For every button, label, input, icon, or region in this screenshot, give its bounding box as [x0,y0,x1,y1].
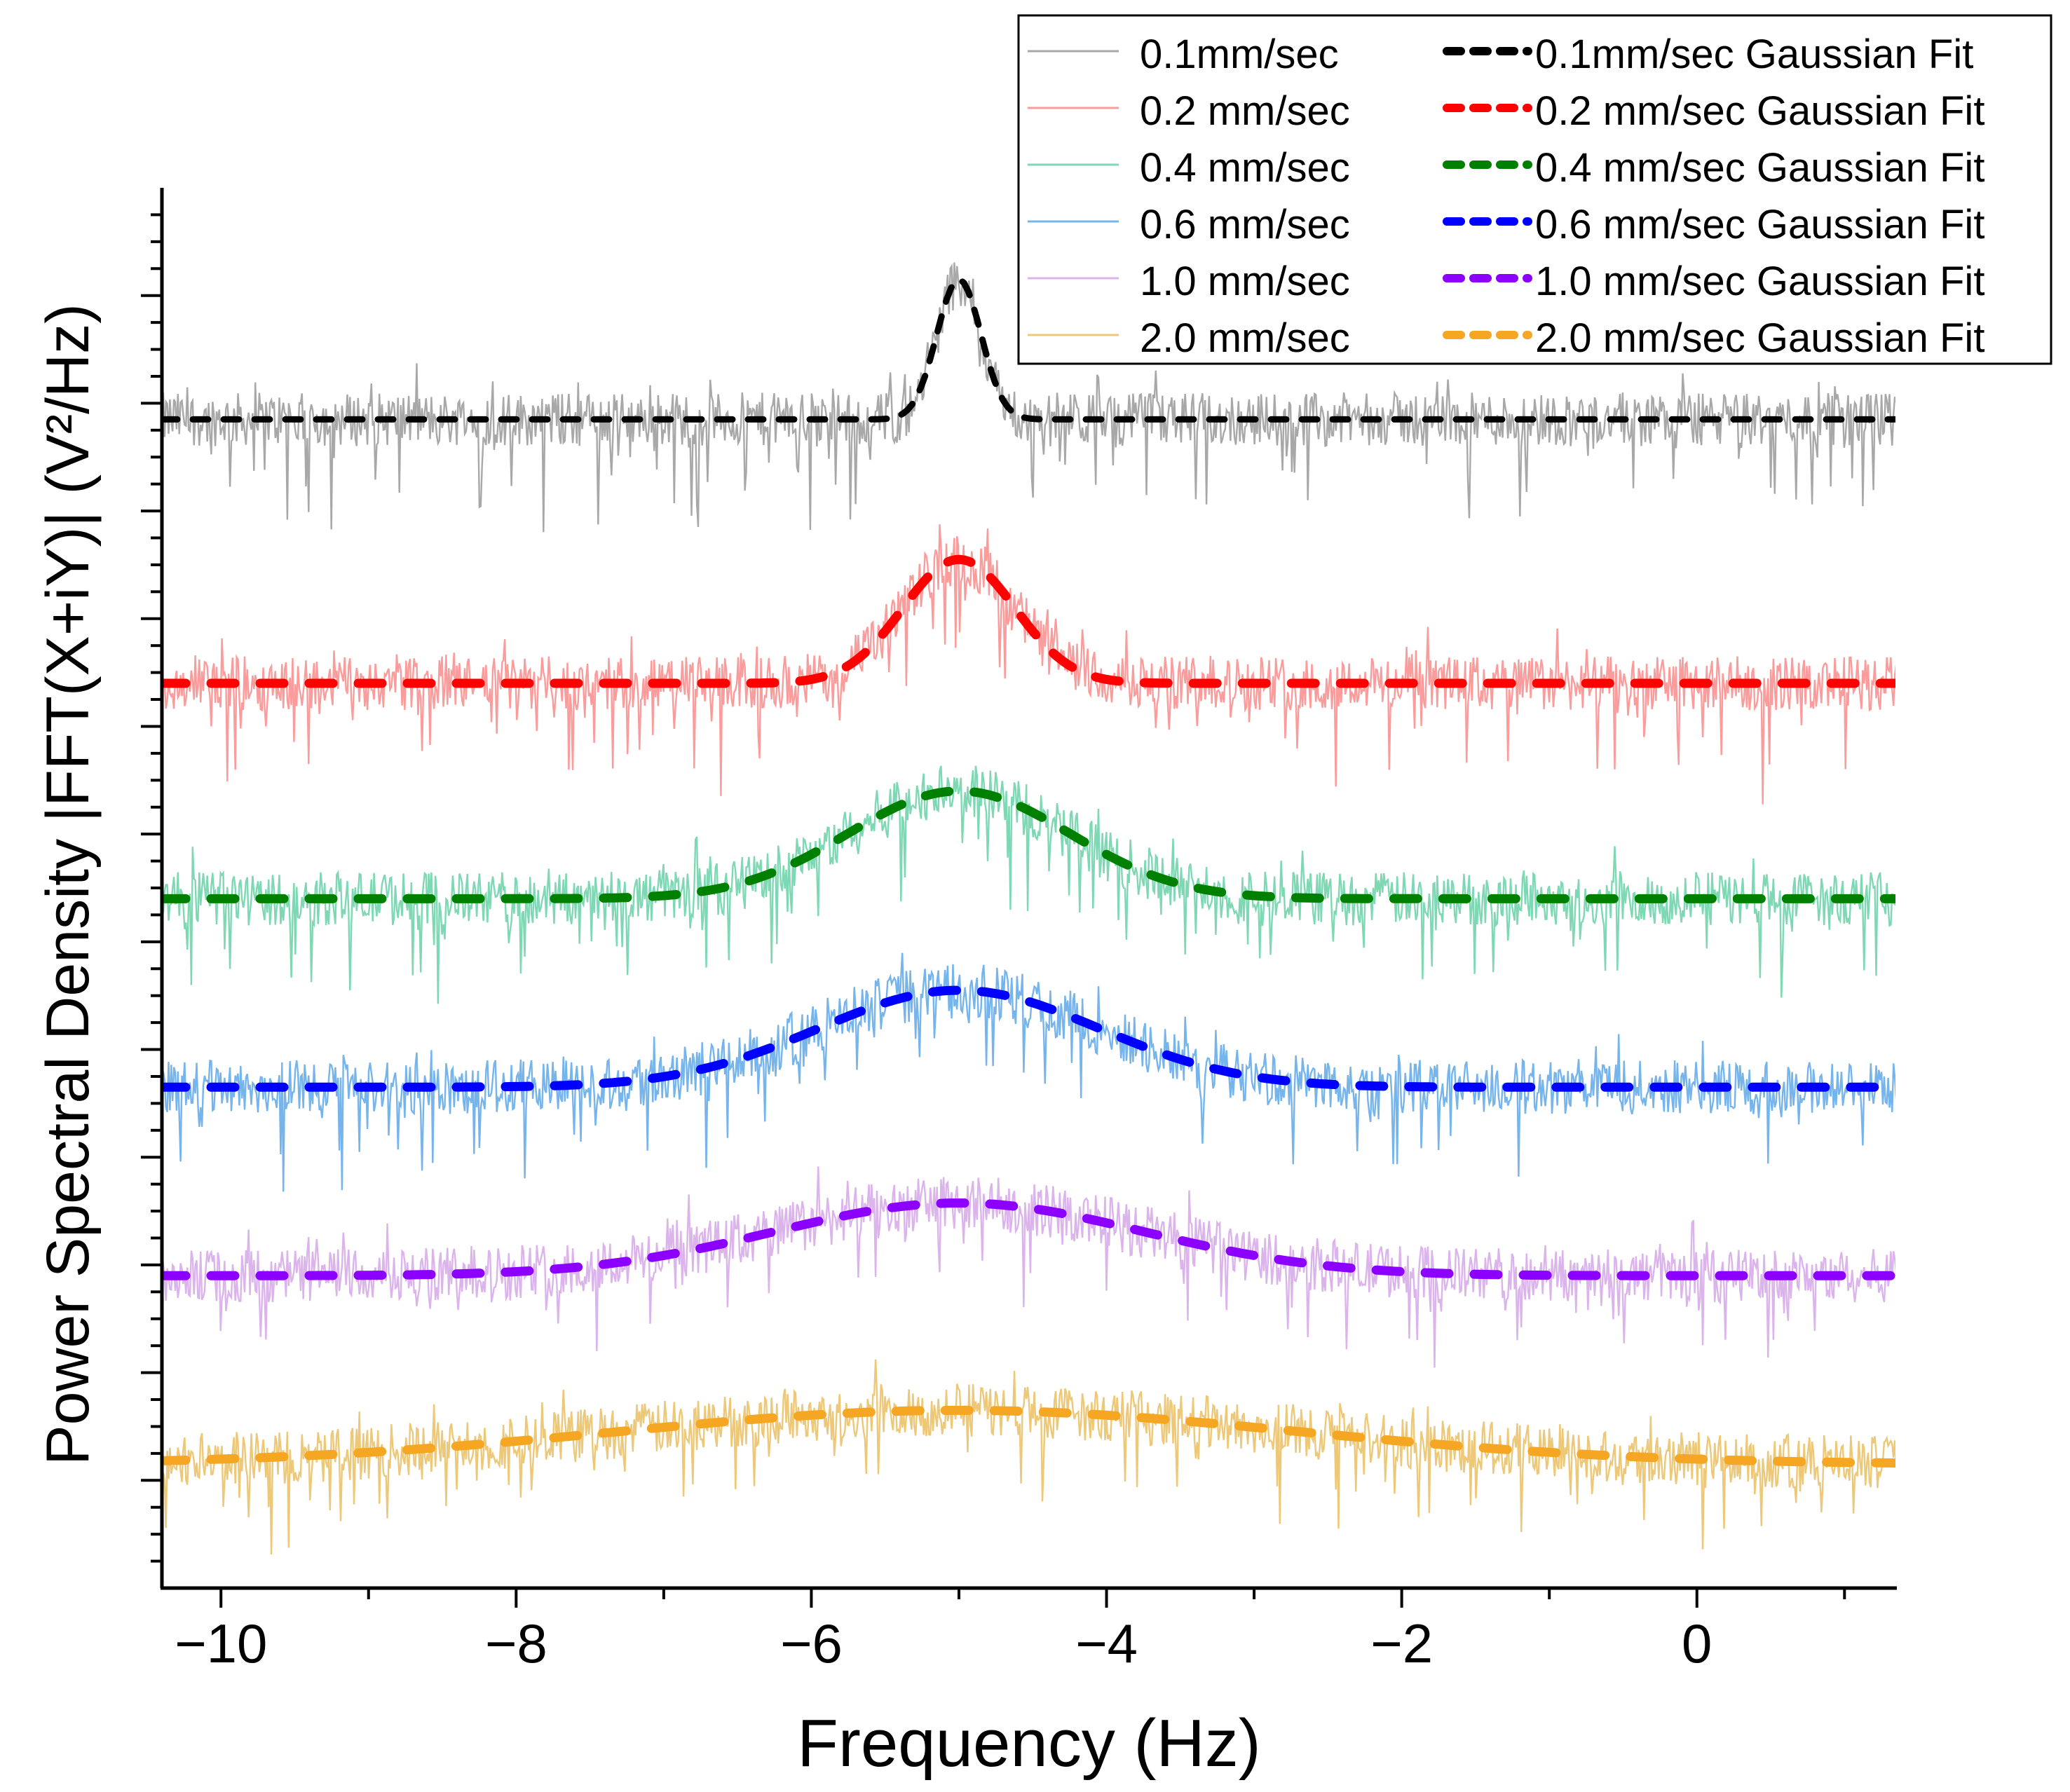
raw-trace-0.4 [162,766,1896,1004]
legend-raw-label: 0.1mm/sec [1140,32,1339,77]
y-axis-title: Power Spectral Density |FFT(X+iY)| (V²/H… [34,303,102,1465]
legend-raw-label: 1.0 mm/sec [1140,259,1350,304]
legend: 0.1mm/sec 0.1mm/sec Gaussian Fit 0.2 mm/se… [1019,15,2051,364]
x-axis-title: Frequency (Hz) [797,1706,1261,1781]
y-ticks [141,214,162,1561]
x-tick-label: −6 [780,1613,843,1674]
gaussian-fit-0.2 [162,559,1896,683]
chart: −10 −8 −6 −4 −2 0 Frequency (Hz) Power Spectr… [0,0,2070,1792]
x-tick-label: −4 [1075,1613,1138,1674]
legend-raw-label: 0.6 mm/sec [1140,202,1350,247]
gaussian-fit-0.6 [162,990,1896,1087]
legend-raw-label: 2.0 mm/sec [1140,315,1350,361]
x-tick-label: −8 [485,1613,547,1674]
raw-traces [162,263,1896,1555]
raw-trace-1.0 [162,1167,1896,1368]
legend-raw-label: 0.4 mm/sec [1140,145,1350,191]
legend-fit-label: 0.6 mm/sec Gaussian Fit [1535,202,1984,247]
x-tick-label: −2 [1370,1613,1433,1674]
legend-fit-label: 2.0 mm/sec Gaussian Fit [1535,315,1984,361]
legend-fit-label: 0.2 mm/sec Gaussian Fit [1535,88,1984,134]
legend-raw-label: 0.2 mm/sec [1140,88,1350,134]
legend-fit-label: 0.4 mm/sec Gaussian Fit [1535,145,1984,191]
legend-fit-label: 0.1mm/sec Gaussian Fit [1535,32,1973,77]
x-tick-label: −10 [175,1613,267,1674]
x-ticks: −10 −8 −6 −4 −2 0 [175,1588,1844,1674]
legend-fit-label: 1.0 mm/sec Gaussian Fit [1535,259,1984,304]
x-tick-label: 0 [1682,1613,1712,1674]
raw-trace-0.2 [162,524,1896,804]
raw-trace-0.6 [162,953,1896,1192]
